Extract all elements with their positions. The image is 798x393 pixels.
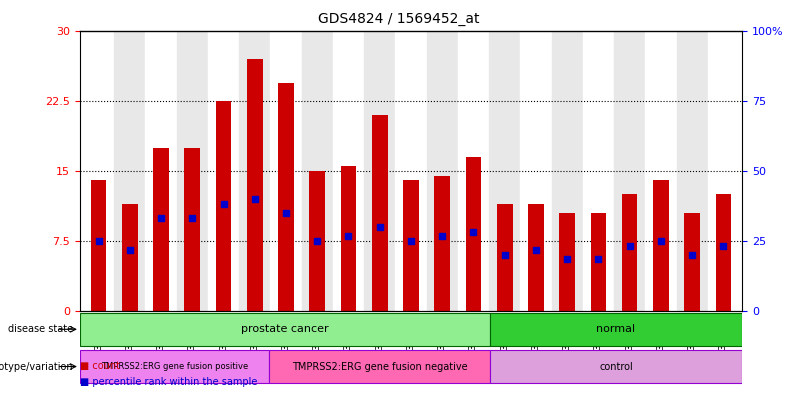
Bar	[677, 31, 708, 311]
Bar	[591, 213, 606, 311]
Text: ■ count: ■ count	[80, 362, 120, 371]
Bar	[153, 148, 169, 311]
Bar	[708, 31, 739, 311]
Bar	[685, 213, 700, 311]
Text: genotype/variation: genotype/variation	[0, 362, 73, 371]
Bar	[122, 204, 137, 311]
Bar	[466, 157, 481, 311]
Bar	[528, 204, 543, 311]
Bar	[559, 213, 575, 311]
Bar	[208, 31, 239, 311]
Bar	[279, 83, 294, 311]
Bar	[83, 31, 114, 311]
Bar	[434, 176, 450, 311]
FancyBboxPatch shape	[80, 312, 490, 346]
Text: normal: normal	[596, 324, 635, 334]
Bar	[427, 31, 458, 311]
FancyBboxPatch shape	[490, 350, 742, 383]
Bar	[215, 101, 231, 311]
Text: control: control	[599, 362, 633, 371]
Bar	[176, 31, 208, 311]
Bar	[583, 31, 614, 311]
Bar	[271, 31, 302, 311]
Bar	[239, 31, 271, 311]
Bar	[653, 180, 669, 311]
Bar	[520, 31, 551, 311]
Bar	[302, 31, 333, 311]
Bar	[184, 148, 200, 311]
Bar	[333, 31, 364, 311]
Bar	[614, 31, 646, 311]
Bar	[497, 204, 512, 311]
Bar	[91, 180, 106, 311]
Bar	[716, 194, 731, 311]
Bar	[114, 31, 145, 311]
Text: TMPRSS2:ERG gene fusion negative: TMPRSS2:ERG gene fusion negative	[291, 362, 468, 371]
FancyBboxPatch shape	[269, 350, 490, 383]
Bar	[551, 31, 583, 311]
Bar	[247, 59, 263, 311]
Bar	[341, 166, 356, 311]
Bar	[622, 194, 638, 311]
Bar	[489, 31, 520, 311]
Bar	[646, 31, 677, 311]
Bar	[458, 31, 489, 311]
Text: disease state: disease state	[8, 324, 73, 334]
Bar	[403, 180, 419, 311]
Text: prostate cancer: prostate cancer	[241, 324, 329, 334]
Text: ■ percentile rank within the sample: ■ percentile rank within the sample	[80, 377, 257, 387]
Bar	[364, 31, 395, 311]
FancyBboxPatch shape	[80, 350, 269, 383]
Text: TMPRSS2:ERG gene fusion positive: TMPRSS2:ERG gene fusion positive	[101, 362, 248, 371]
Bar	[395, 31, 427, 311]
Bar	[310, 171, 325, 311]
FancyBboxPatch shape	[490, 312, 742, 346]
Text: GDS4824 / 1569452_at: GDS4824 / 1569452_at	[318, 12, 480, 26]
Bar	[372, 115, 388, 311]
Bar	[145, 31, 176, 311]
